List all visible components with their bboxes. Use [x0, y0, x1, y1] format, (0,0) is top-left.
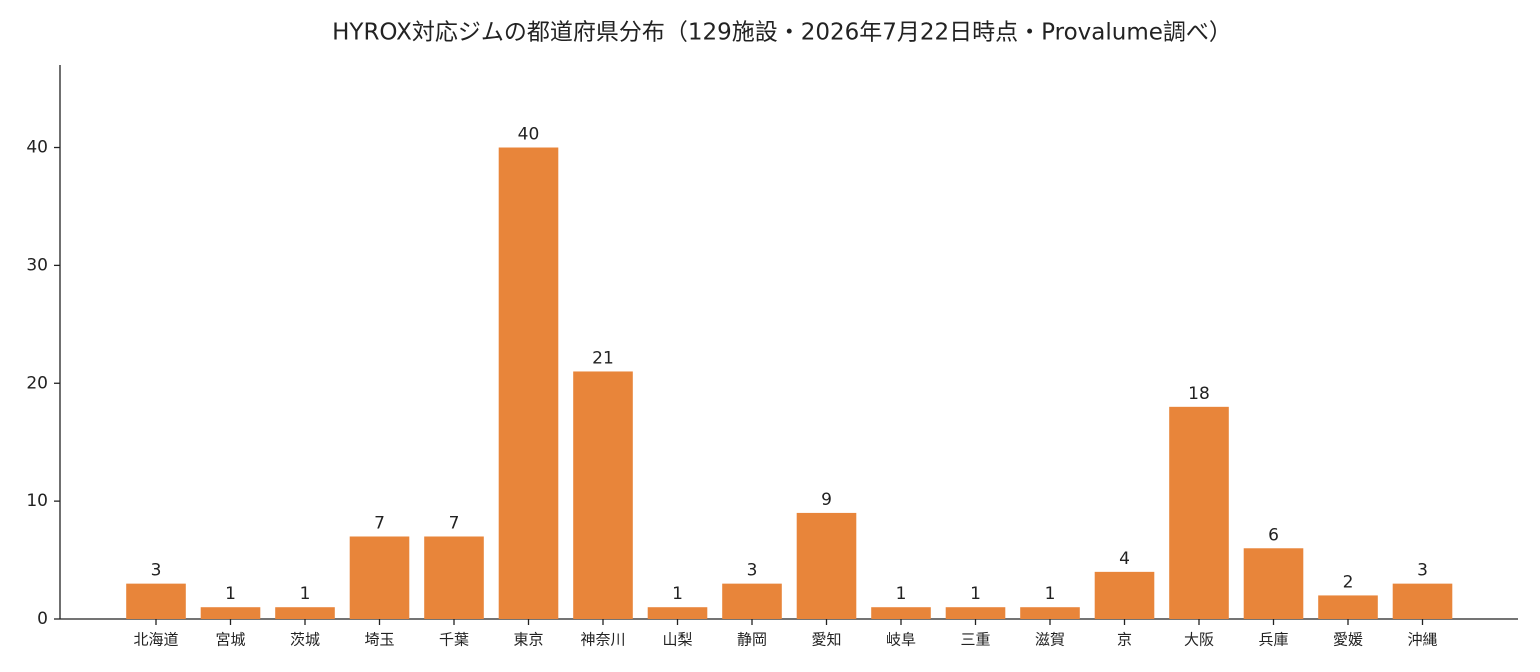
bar — [200, 607, 261, 619]
y-tick-label: 30 — [26, 255, 48, 275]
x-tick-label: 沖縄 — [1407, 631, 1437, 649]
x-tick-label: 岐阜 — [886, 631, 916, 649]
value-label: 6 — [1268, 525, 1279, 545]
bar — [945, 607, 1006, 619]
bar — [1169, 406, 1229, 619]
chart-title: HYROX対応ジムの都道府県分布（129施設・2026年7月22日時点・Prov… — [332, 20, 1232, 46]
value-label: 7 — [449, 513, 460, 533]
x-tick-label: 埼玉 — [364, 631, 394, 649]
x-tick-label: 静岡 — [737, 631, 767, 649]
bar — [424, 536, 484, 619]
bar — [573, 371, 633, 619]
x-tick-label: 神奈川 — [580, 631, 625, 649]
x-tick-label: 愛知 — [811, 631, 841, 649]
x-tick-label: 兵庫 — [1258, 631, 1288, 649]
value-label: 18 — [1188, 384, 1210, 404]
value-label: 1 — [896, 584, 907, 604]
value-label: 1 — [970, 584, 981, 604]
bar — [871, 607, 931, 619]
bar — [126, 583, 186, 619]
x-tick-label: 北海道 — [133, 631, 178, 649]
x-tick-label: 東京 — [513, 631, 543, 649]
value-label: 1 — [225, 584, 236, 604]
value-label: 1 — [1045, 584, 1056, 604]
y-tick-label: 20 — [26, 373, 48, 393]
x-tick-label: 滋賀 — [1035, 631, 1065, 649]
bar — [647, 607, 708, 619]
bar — [796, 512, 857, 619]
value-label: 1 — [672, 584, 683, 604]
value-label: 7 — [374, 513, 385, 533]
x-tick-label: 愛媛 — [1333, 631, 1363, 649]
y-tick-label: 0 — [37, 609, 48, 629]
value-label: 21 — [592, 348, 614, 368]
value-label: 40 — [518, 125, 540, 145]
bar — [349, 536, 410, 619]
bar — [275, 607, 335, 619]
bar — [1243, 548, 1304, 619]
bar — [1020, 607, 1080, 619]
value-label: 3 — [151, 561, 162, 581]
value-label: 2 — [1343, 572, 1354, 592]
value-label: 3 — [747, 561, 758, 581]
bar — [1094, 571, 1155, 619]
bar — [498, 147, 559, 620]
x-tick-label: 茨城 — [290, 631, 320, 649]
y-tick-label: 40 — [26, 138, 48, 158]
value-label: 1 — [300, 584, 311, 604]
y-tick-label: 10 — [26, 491, 48, 511]
x-tick-label: 山梨 — [662, 631, 692, 649]
x-tick-label: 三重 — [960, 631, 990, 649]
value-label: 4 — [1119, 549, 1130, 569]
x-tick-label: 宮城 — [215, 631, 245, 649]
x-tick-label: 京 — [1117, 631, 1132, 649]
bar — [1392, 583, 1453, 619]
value-label: 3 — [1417, 561, 1428, 581]
x-tick-label: 千葉 — [439, 631, 469, 649]
value-label: 9 — [821, 490, 832, 510]
x-tick-label: 大阪 — [1184, 631, 1214, 649]
bar — [1318, 595, 1378, 619]
bar — [722, 583, 782, 619]
